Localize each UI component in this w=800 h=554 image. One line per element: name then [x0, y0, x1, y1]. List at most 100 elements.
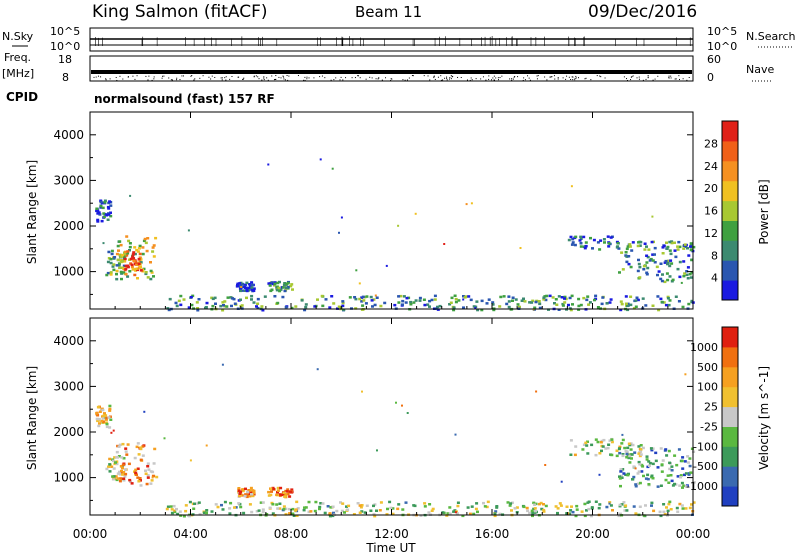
- nave-dot: [339, 79, 341, 81]
- nave-dot: [354, 77, 356, 79]
- range-cell: [98, 410, 102, 413]
- range-cell: [611, 509, 614, 512]
- range-cell: [108, 470, 112, 473]
- range-cell: [239, 505, 243, 509]
- range-cell: [670, 465, 674, 468]
- nave-dot: [202, 75, 204, 77]
- range-cell: [122, 477, 126, 480]
- nave-dot: [482, 76, 484, 78]
- range-cell: [117, 262, 121, 265]
- range-cell: [577, 308, 581, 311]
- range-cell: [304, 305, 308, 309]
- range-cell: [292, 514, 296, 517]
- range-cell: [112, 268, 116, 272]
- range-cell: [620, 251, 624, 254]
- range-cell: [282, 491, 286, 494]
- range-cell: [542, 508, 546, 512]
- range-cell: [680, 481, 684, 485]
- range-cell: [645, 273, 649, 276]
- nave-dot: [568, 76, 570, 78]
- range-cell: [631, 443, 635, 447]
- range-cell: [692, 501, 696, 504]
- nave-dot: [485, 79, 487, 81]
- range-cell: [610, 438, 614, 441]
- range-cell: [648, 259, 652, 262]
- range-cell: [244, 487, 247, 491]
- range-cell: [314, 500, 318, 504]
- range-cell: [638, 481, 642, 485]
- range-cell: [587, 507, 591, 511]
- range-cell: [682, 260, 686, 263]
- range-cell: [666, 259, 670, 263]
- range-cell: [594, 438, 598, 441]
- nave-dot: [566, 75, 568, 77]
- range-cell: [396, 507, 400, 511]
- nave-dot: [630, 76, 632, 78]
- range-cell: [579, 245, 583, 248]
- range-cell: [276, 490, 279, 494]
- range-cell: [174, 301, 178, 305]
- range-cell: [575, 504, 579, 508]
- range-cell: [523, 300, 527, 303]
- nave-dot: [313, 77, 315, 79]
- y-tick-label: 1000: [53, 471, 84, 485]
- range-cell: [589, 514, 593, 518]
- range-cell: [626, 308, 630, 312]
- range-cell: [96, 220, 100, 223]
- range-cell: [609, 298, 613, 301]
- range-cell: [659, 447, 663, 450]
- nave-dot: [627, 79, 629, 81]
- range-cell: [113, 256, 117, 259]
- range-cell: [617, 447, 621, 451]
- range-cell: [256, 302, 260, 305]
- range-cell: [276, 489, 280, 492]
- range-cell: [647, 460, 651, 463]
- range-cell: [668, 461, 672, 465]
- range-cell: [646, 473, 650, 477]
- nave-dot: [575, 75, 577, 77]
- colorbar-tick-label: 20: [704, 182, 718, 195]
- nave-dot: [670, 77, 672, 79]
- range-cell: [95, 417, 99, 421]
- nave-dot: [492, 77, 494, 79]
- range-cell: [607, 245, 611, 248]
- range-cell: [507, 295, 511, 298]
- range-cell: [677, 300, 681, 303]
- nave-dot: [475, 78, 477, 80]
- range-cell: [133, 456, 137, 460]
- range-cell: [133, 273, 137, 277]
- colorbar-tick-label: 4: [711, 272, 718, 285]
- range-cell: [452, 510, 456, 513]
- velocity-scatter: [95, 363, 696, 518]
- range-cell: [149, 261, 152, 264]
- range-cell: [648, 461, 652, 465]
- range-cell: [680, 459, 684, 463]
- range-cell: [585, 509, 588, 512]
- nave-dot: [527, 75, 529, 77]
- range-cell: [632, 465, 636, 468]
- range-cell: [430, 298, 434, 302]
- range-cell: [676, 510, 680, 513]
- range-cell: [662, 510, 666, 514]
- range-cell: [187, 306, 191, 309]
- range-cell: [659, 297, 663, 301]
- y-tick-label: 3000: [53, 379, 84, 393]
- range-cell: [358, 511, 362, 514]
- range-cell: [337, 305, 341, 308]
- nave-dot: [446, 79, 448, 81]
- range-cell: [291, 512, 295, 515]
- nave-dot: [553, 75, 555, 77]
- range-cell: [360, 510, 364, 513]
- range-cell: [599, 239, 603, 242]
- range-cell: [545, 294, 549, 298]
- range-cell: [623, 446, 627, 450]
- range-cell: [630, 249, 634, 252]
- nave-dot: [623, 76, 625, 78]
- range-cell: [621, 468, 625, 471]
- range-cell: [329, 506, 333, 509]
- nave-dot: [647, 77, 649, 79]
- colorbar-segment: [722, 486, 738, 507]
- range-cell: [239, 298, 242, 301]
- range-cell: [343, 511, 346, 514]
- range-cell: [534, 300, 538, 304]
